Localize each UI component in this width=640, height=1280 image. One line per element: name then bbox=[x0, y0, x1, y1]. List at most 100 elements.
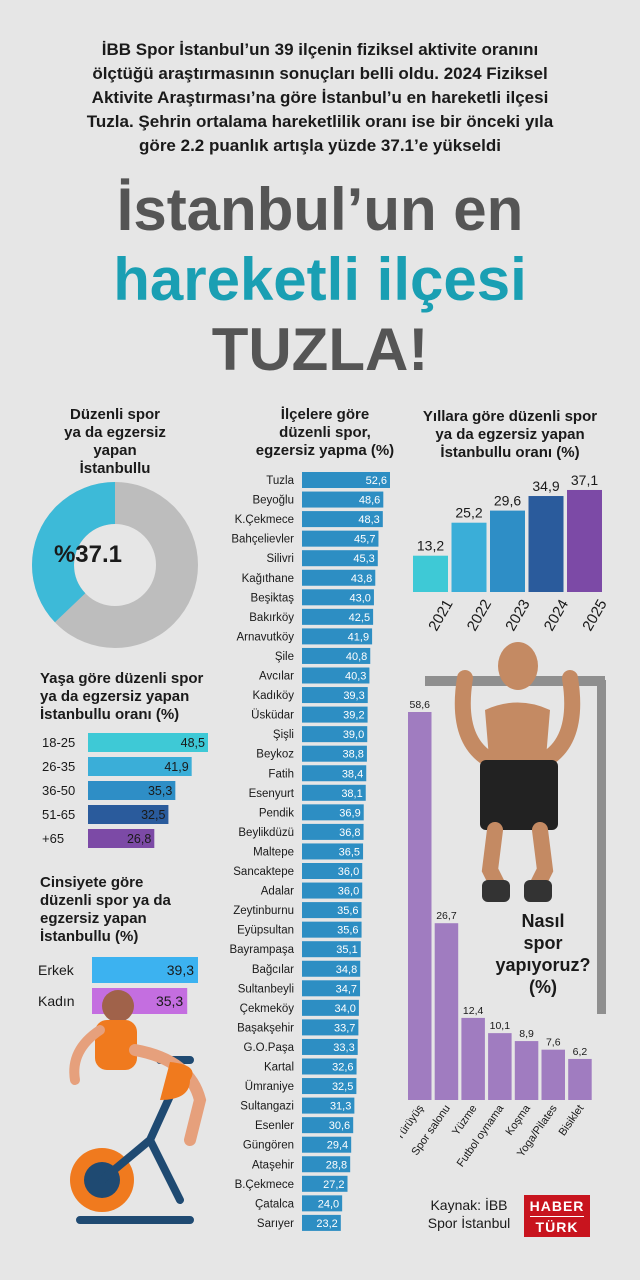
year-bar bbox=[490, 510, 525, 592]
age-bar bbox=[88, 781, 176, 800]
year-bar bbox=[413, 555, 448, 592]
district-label: Sarıyer bbox=[257, 1218, 294, 1230]
district-value-label: 43,0 bbox=[350, 592, 371, 604]
district-bar bbox=[302, 765, 367, 782]
district-value-label: 36,5 bbox=[339, 846, 360, 858]
district-label: Çekmeköy bbox=[240, 1003, 295, 1015]
district-bar bbox=[302, 941, 361, 958]
district-label: Beykoz bbox=[256, 749, 294, 761]
district-value-label: 27,2 bbox=[323, 1179, 344, 1191]
district-bar bbox=[302, 980, 361, 997]
district-label: Sultanbeyli bbox=[238, 983, 294, 995]
district-bar bbox=[302, 628, 373, 645]
district-label: Ümraniye bbox=[245, 1081, 294, 1093]
district-value-label: 40,3 bbox=[345, 671, 366, 683]
gender-title-line: İstanbullu (%) bbox=[40, 928, 139, 945]
year-title: Yıllara göre düzenli spor ya da egzersiz… bbox=[400, 408, 620, 462]
district-label: Beylikdüzü bbox=[238, 827, 294, 839]
district-value-label: 48,3 bbox=[358, 514, 379, 526]
sport-value-label: 8,9 bbox=[519, 1028, 534, 1040]
district-value-label: 36,8 bbox=[339, 827, 360, 839]
district-bar bbox=[302, 843, 364, 860]
district-label: Fatih bbox=[268, 768, 294, 780]
age-bar bbox=[88, 757, 192, 776]
donut-title: Düzenli spor ya da egzersiz yapan İstanb… bbox=[20, 406, 210, 478]
district-bar bbox=[302, 687, 368, 704]
intro-line: göre 2.2 puanlık artışla yüzde 37.1’e yü… bbox=[139, 136, 501, 155]
age-title: Yaşa göre düzenli spor ya da egzersiz ya… bbox=[40, 670, 230, 724]
district-bar bbox=[302, 706, 368, 723]
gender-title-line: Cinsiyete göre bbox=[40, 874, 144, 891]
gender-label: Kadın bbox=[38, 993, 75, 1009]
age-label: +65 bbox=[42, 831, 64, 846]
district-label: Bayrampaşa bbox=[229, 944, 294, 956]
district-label: Silivri bbox=[267, 553, 294, 565]
district-value-label: 43,8 bbox=[351, 573, 372, 585]
year-value-label: 37,1 bbox=[571, 472, 598, 488]
district-bar bbox=[302, 784, 366, 801]
year-value-label: 13,2 bbox=[417, 538, 444, 554]
district-bar bbox=[302, 921, 362, 938]
district-label: Kartal bbox=[264, 1062, 294, 1074]
headline-line-2: hareketli ilçesi bbox=[113, 246, 527, 313]
donut-title-line: yapan bbox=[93, 442, 137, 459]
sport-bar bbox=[541, 1049, 565, 1100]
district-value-label: 34,7 bbox=[336, 983, 357, 995]
year-tick-label: 2021 bbox=[425, 597, 456, 634]
district-label: Bakırköy bbox=[249, 612, 294, 624]
district-bar bbox=[302, 1195, 343, 1212]
intro-line: Aktivite Araştırması’na göre İstanbul’u … bbox=[91, 88, 549, 107]
gender-bar bbox=[92, 957, 198, 983]
sport-value-label: 26,7 bbox=[436, 910, 457, 922]
age-label: 18-25 bbox=[42, 735, 75, 750]
district-bar bbox=[302, 863, 363, 879]
gender-label: Erkek bbox=[38, 962, 75, 978]
gender-chart: Erkek 39,3 Kadın 35,3 bbox=[38, 957, 198, 1014]
district-bar bbox=[302, 804, 364, 821]
district-label: Şile bbox=[275, 651, 294, 663]
district-value-label: 42,5 bbox=[349, 612, 370, 624]
age-value-label: 32,5 bbox=[141, 808, 165, 822]
donut-value-segment bbox=[32, 482, 198, 648]
sport-bar bbox=[488, 1033, 512, 1100]
district-bar bbox=[302, 530, 379, 547]
sport-value-label: 6,2 bbox=[573, 1046, 588, 1058]
district-label: Sultangazi bbox=[240, 1101, 294, 1113]
age-bar bbox=[88, 829, 155, 848]
district-title-line: düzenli spor, bbox=[279, 424, 371, 441]
district-title-line: İlçelere göre bbox=[280, 406, 370, 423]
sport-title-line: yapıyoruz? bbox=[495, 955, 591, 975]
age-value-label: 41,9 bbox=[164, 760, 188, 774]
district-label: Maltepe bbox=[253, 846, 294, 858]
source-line: Spor İstanbul bbox=[427, 1215, 511, 1231]
intro-line: İBB Spor İstanbul’un 39 ilçenin fiziksel… bbox=[101, 40, 539, 59]
district-bar bbox=[302, 1156, 351, 1173]
district-bar bbox=[302, 745, 367, 762]
age-title-line: Yaşa göre düzenli spor bbox=[40, 670, 204, 687]
year-value-label: 25,2 bbox=[455, 505, 482, 521]
year-tick-label: 2022 bbox=[464, 597, 495, 634]
pullup-illustration bbox=[425, 642, 606, 1014]
year-value-label: 34,9 bbox=[532, 478, 559, 494]
gender-title-line: düzenli spor ya da bbox=[40, 892, 171, 909]
district-value-label: 35,6 bbox=[337, 905, 358, 917]
sport-bar bbox=[514, 1041, 539, 1100]
district-value-label: 36,9 bbox=[339, 807, 360, 819]
district-value-label: 48,6 bbox=[359, 495, 380, 507]
sport-value-label: 7,6 bbox=[546, 1037, 561, 1049]
district-value-label: 38,4 bbox=[342, 768, 363, 780]
district-label: Beyoğlu bbox=[252, 495, 294, 507]
district-title: İlçelere göre düzenli spor, egzersiz yap… bbox=[230, 406, 420, 460]
sport-bar bbox=[408, 712, 432, 1100]
district-label: Beşiktaş bbox=[251, 592, 295, 604]
gender-value-label: 35,3 bbox=[156, 993, 183, 1009]
district-value-label: 23,2 bbox=[316, 1218, 337, 1230]
gender-value-label: 39,3 bbox=[167, 962, 194, 978]
age-value-label: 26,8 bbox=[127, 832, 151, 846]
intro-text: İBB Spor İstanbul’un 39 ilçenin fiziksel… bbox=[30, 38, 610, 158]
district-value-label: 33,3 bbox=[333, 1042, 354, 1054]
donut-title-line: ya da egzersiz bbox=[64, 424, 166, 441]
district-value-label: 28,8 bbox=[326, 1159, 347, 1171]
district-label: G.O.Paşa bbox=[244, 1042, 295, 1054]
